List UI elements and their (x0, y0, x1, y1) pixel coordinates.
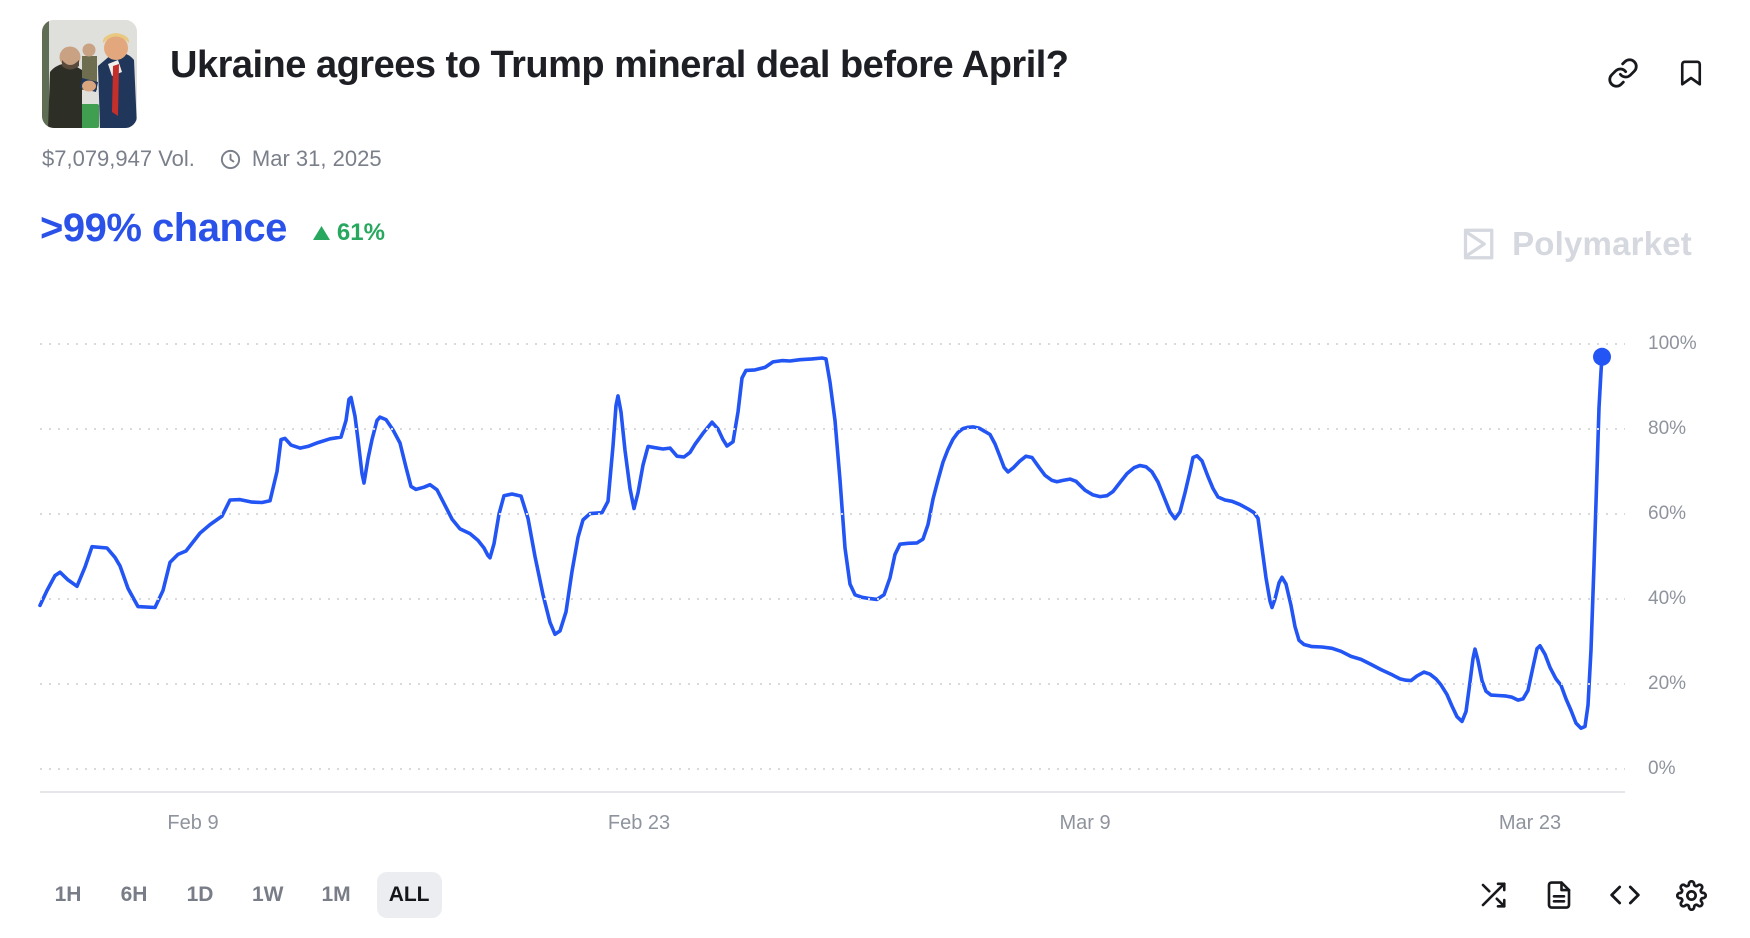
gridline (40, 513, 1625, 515)
chart-plot-area[interactable] (38, 343, 1625, 770)
y-tick-label: 40% (1648, 588, 1687, 609)
y-axis-labels: 100% 80% 60% 40% 20% 0% (1648, 333, 1738, 779)
y-tick-label: 80% (1648, 418, 1687, 439)
x-tick-label: Mar 23 (1498, 812, 1562, 834)
range-button-1m[interactable]: 1M (310, 872, 363, 918)
range-button-1h[interactable]: 1H (42, 872, 94, 918)
time-range-selector: 1H 6H 1D 1W 1M ALL (42, 872, 442, 918)
market-thumbnail (42, 20, 137, 128)
x-axis-line (40, 791, 1625, 793)
document-button[interactable] (1542, 878, 1576, 912)
polymarket-logo-icon (1463, 228, 1494, 260)
up-triangle-icon (312, 225, 330, 240)
price-line (38, 347, 1611, 731)
y-tick-label: 100% (1648, 333, 1697, 354)
settings-button[interactable] (1674, 878, 1708, 912)
x-tick-label: Feb 9 (167, 812, 219, 834)
x-tick-label: Mar 9 (1059, 812, 1111, 834)
range-button-1d[interactable]: 1D (174, 872, 226, 918)
last-price-dot (1593, 347, 1611, 366)
shuffle-button[interactable] (1476, 878, 1510, 912)
gridline (40, 428, 1625, 430)
bookmark-icon (1680, 60, 1702, 86)
y-tick-label: 60% (1648, 503, 1687, 524)
gridline (40, 343, 1625, 345)
gridline (40, 683, 1625, 685)
copy-link-button[interactable] (1606, 56, 1640, 90)
gear-icon (1675, 879, 1707, 911)
range-button-all[interactable]: ALL (376, 872, 442, 918)
market-meta: $7,079,947 Vol. Mar 31, 2025 (42, 146, 382, 172)
range-button-1w[interactable]: 1W (240, 872, 296, 918)
code-icon (1610, 885, 1640, 905)
shuffle-icon (1481, 882, 1506, 908)
gridline (40, 768, 1625, 770)
clock-icon (219, 148, 242, 171)
watermark-text: Polymarket (1512, 225, 1692, 262)
end-date-text: Mar 31, 2025 (251, 146, 382, 171)
chart-footer: 1H 6H 1D 1W 1M ALL (42, 868, 1708, 922)
change-badge: 61% (312, 211, 385, 247)
volume-text: $7,079,947 Vol. (42, 146, 195, 171)
watermark: Polymarket (1458, 224, 1692, 264)
document-icon (1547, 881, 1571, 909)
chance-value: >99% chance (40, 206, 287, 250)
y-tick-label: 20% (1648, 673, 1687, 694)
market-title: Ukraine agrees to Trump mineral deal bef… (170, 44, 1069, 86)
x-tick-label: Feb 23 (607, 812, 671, 834)
x-axis-labels: Feb 9 Feb 23 Mar 9 Mar 23 (40, 812, 1625, 842)
y-tick-label: 0% (1648, 758, 1676, 779)
embed-code-button[interactable] (1608, 878, 1642, 912)
range-button-6h[interactable]: 6H (108, 872, 160, 918)
link-icon (1608, 58, 1638, 88)
gridline (40, 598, 1625, 600)
thumbnail-illustration (42, 20, 137, 128)
bookmark-button[interactable] (1674, 56, 1708, 90)
change-percent: 61% (336, 218, 385, 246)
